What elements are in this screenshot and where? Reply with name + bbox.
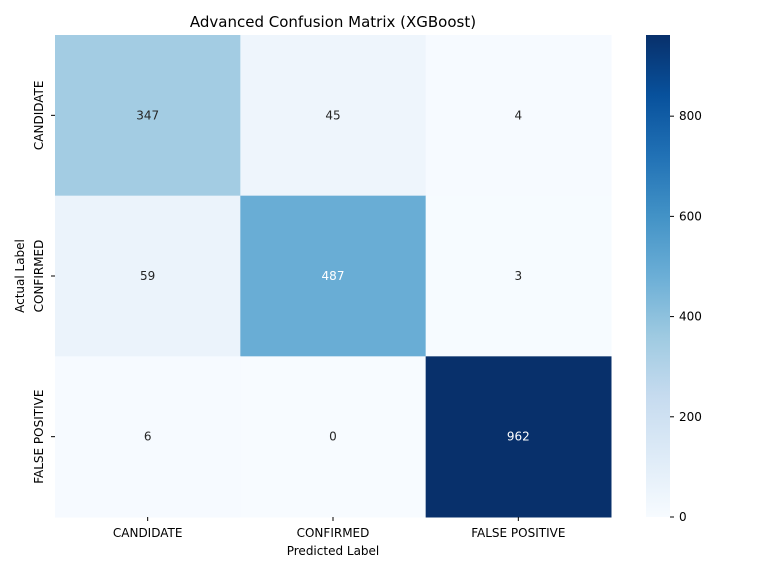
colorbar-tick-label: 800	[679, 109, 702, 123]
colorbar-tick-label: 0	[679, 510, 687, 524]
heatmap-cell	[425, 356, 612, 518]
heatmap-cells	[55, 35, 612, 518]
y-axis-label: Actual Label	[13, 239, 27, 313]
cell-value-label: 59	[140, 269, 155, 283]
x-axis-label: Predicted Label	[287, 544, 380, 558]
cell-value-label: 487	[322, 269, 345, 283]
y-axis-ticks: CANDIDATE CONFIRMED FALSE POSITIVE	[32, 81, 55, 484]
y-tick-label: CANDIDATE	[32, 81, 46, 151]
cell-value-label: 45	[325, 108, 340, 122]
cell-value-label: 962	[507, 430, 530, 444]
heatmap-cell-labels: 347 45 4 59 487 3 6 0 962	[136, 108, 530, 443]
heatmap-cell	[240, 35, 427, 197]
colorbar	[646, 35, 670, 517]
cell-value-label: 6	[144, 430, 152, 444]
x-tick-label: FALSE POSITIVE	[471, 526, 565, 540]
cell-value-label: 3	[515, 269, 523, 283]
heatmap-cell	[425, 35, 612, 197]
heatmap-cell	[55, 195, 241, 357]
heatmap-cell	[55, 356, 241, 518]
x-axis-ticks: CANDIDATE CONFIRMED FALSE POSITIVE	[113, 517, 565, 540]
chart-title: Advanced Confusion Matrix (XGBoost)	[190, 13, 476, 31]
colorbar-ticks: 0 200 400 600 800	[670, 109, 702, 524]
cell-value-label: 347	[136, 108, 159, 122]
cell-value-label: 4	[515, 108, 523, 122]
cell-value-label: 0	[329, 430, 337, 444]
heatmap-cell	[240, 195, 427, 357]
heatmap-cell	[240, 356, 427, 518]
heatmap-cell	[55, 35, 241, 197]
x-tick-label: CONFIRMED	[297, 526, 370, 540]
colorbar-tick-label: 600	[679, 209, 702, 223]
colorbar-tick-label: 200	[679, 410, 702, 424]
y-tick-label: CONFIRMED	[32, 240, 46, 313]
x-tick-label: CANDIDATE	[113, 526, 183, 540]
colorbar-tick-label: 400	[679, 310, 702, 324]
y-tick-label: FALSE POSITIVE	[32, 390, 46, 484]
heatmap-cell	[425, 195, 612, 357]
